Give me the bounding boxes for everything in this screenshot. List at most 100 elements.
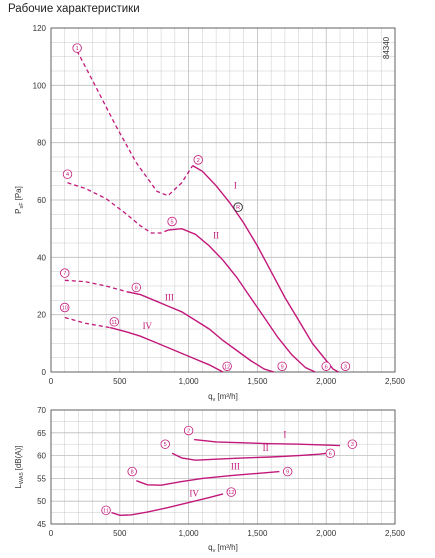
y-tick-label: 100 bbox=[33, 81, 47, 90]
operating-point-label: 5 bbox=[171, 220, 174, 226]
x-axis-label-sub: v bbox=[213, 548, 216, 554]
x-tick-label: 500 bbox=[113, 377, 127, 386]
operating-point: 8 bbox=[131, 282, 142, 293]
operating-point-label: 2 bbox=[187, 429, 190, 435]
y-axis-label-sub: sF bbox=[19, 202, 25, 209]
operating-point-circle bbox=[193, 155, 203, 165]
series-III-dashed-line bbox=[64, 279, 127, 293]
page-heading: Рабочие характеристики bbox=[8, 3, 140, 15]
y-axis-label-main: L bbox=[14, 484, 23, 489]
series-IV: IV bbox=[64, 316, 224, 373]
series-label: I bbox=[283, 429, 286, 439]
y-axis-label-unit: [dB(A)] bbox=[14, 445, 23, 470]
series-label: II bbox=[213, 231, 219, 241]
x-axis-label: qv [m³/h] bbox=[208, 543, 238, 554]
series-II-line bbox=[167, 227, 316, 373]
product-code: 84340 bbox=[382, 36, 391, 59]
x-axis-label: qv [m³/h] bbox=[208, 392, 238, 403]
operating-point-label: 11 bbox=[103, 508, 109, 514]
series-label: III bbox=[165, 292, 174, 302]
operating-point: 9 bbox=[282, 466, 293, 477]
operating-point-circle bbox=[222, 361, 232, 371]
x-tick-label: 2,000 bbox=[316, 377, 337, 386]
operating-point-label: 8 bbox=[131, 470, 134, 476]
series-label: I bbox=[234, 181, 237, 191]
operating-point: 5 bbox=[160, 439, 170, 449]
x-axis-label-unit: [m³/h] bbox=[217, 392, 237, 401]
operating-point: 5 bbox=[167, 216, 177, 227]
x-axis-label-unit: [m³/h] bbox=[217, 543, 237, 552]
operating-point: 10 bbox=[60, 302, 70, 313]
operating-point-label: 10 bbox=[62, 306, 68, 312]
x-tick-label: 1,000 bbox=[179, 529, 200, 538]
operating-point-label: 12 bbox=[224, 364, 230, 370]
operating-point-circle bbox=[325, 448, 336, 459]
x-tick-label: 1,500 bbox=[247, 377, 268, 386]
x-tick-label: 1,000 bbox=[179, 377, 200, 386]
operating-point-circle bbox=[60, 268, 70, 278]
series-label: IV bbox=[143, 321, 153, 331]
x-tick-label: 2,500 bbox=[385, 529, 406, 538]
x-tick-label: 0 bbox=[49, 529, 54, 538]
gridlines bbox=[50, 409, 396, 525]
series-II-line bbox=[171, 452, 327, 461]
series-I-line bbox=[192, 164, 339, 373]
x-axis-label-main: q bbox=[208, 543, 212, 552]
y-tick-label: 60 bbox=[37, 452, 46, 461]
y-axis-label: LWA5 [dB(A)] bbox=[14, 445, 25, 488]
operating-point-label: 6 bbox=[329, 451, 332, 457]
operating-point-circle bbox=[60, 302, 70, 313]
operating-point: 6 bbox=[325, 448, 336, 459]
series-III: III bbox=[136, 461, 280, 486]
x-tick-label: 2,500 bbox=[385, 377, 406, 386]
operating-point-circle bbox=[340, 361, 351, 371]
operating-point-circle bbox=[347, 439, 358, 449]
series-II: II bbox=[67, 182, 316, 373]
operating-point: 11 bbox=[109, 317, 119, 327]
y-tick-label: 65 bbox=[37, 429, 46, 438]
operating-point: 3 bbox=[340, 361, 351, 371]
operating-point-label: 7 bbox=[63, 271, 66, 277]
operating-point: 8 bbox=[127, 466, 137, 477]
operating-point-label: 6 bbox=[325, 364, 328, 370]
y-axis-label: PsF [Pa] bbox=[14, 186, 25, 214]
operating-point-label: 12 bbox=[228, 490, 234, 496]
series-I-line bbox=[194, 438, 341, 447]
reference-marker-label: R bbox=[236, 205, 240, 211]
series-I: I bbox=[194, 429, 341, 447]
operating-point: 11 bbox=[101, 505, 111, 516]
y-tick-label: 20 bbox=[37, 311, 46, 320]
y-tick-label: 60 bbox=[37, 196, 46, 205]
x-axis-label-sub: v bbox=[213, 397, 216, 403]
pressure-chart: 0 500 1,000 1,500 2,000 2,500 0 20 40 60 80 100 120 q… bbox=[14, 24, 406, 403]
y-axis-label-unit: [Pa] bbox=[14, 186, 23, 200]
operating-point-circle bbox=[72, 43, 82, 53]
operating-point: 4 bbox=[62, 169, 73, 179]
operating-point: 1 bbox=[72, 43, 82, 53]
operating-point-label: 5 bbox=[164, 442, 167, 448]
series-label: III bbox=[231, 461, 240, 471]
operating-point: 12 bbox=[226, 487, 236, 497]
operating-point-circle bbox=[167, 216, 177, 227]
gridlines bbox=[50, 27, 396, 373]
operating-point-circle bbox=[277, 361, 287, 371]
operating-point-label: 1 bbox=[76, 46, 79, 52]
plot-frame bbox=[50, 409, 396, 525]
operating-point: 7 bbox=[60, 268, 70, 278]
operating-point: 12 bbox=[222, 361, 232, 371]
y-tick-label: 45 bbox=[37, 520, 46, 529]
operating-point-circle bbox=[226, 487, 236, 497]
operating-point-label: 9 bbox=[286, 470, 289, 476]
series-II: II bbox=[171, 443, 327, 461]
operating-point-label: 11 bbox=[111, 320, 117, 326]
operating-point-circle bbox=[160, 439, 170, 449]
operating-point-circle bbox=[127, 466, 137, 477]
series-IV-dashed-line bbox=[64, 316, 111, 329]
operating-point: 3 bbox=[347, 439, 358, 449]
series-III: III bbox=[64, 279, 275, 373]
series-I-dashed-line bbox=[76, 50, 194, 197]
y-axis-label-main: P bbox=[14, 209, 23, 214]
series-label: IV bbox=[189, 489, 199, 499]
